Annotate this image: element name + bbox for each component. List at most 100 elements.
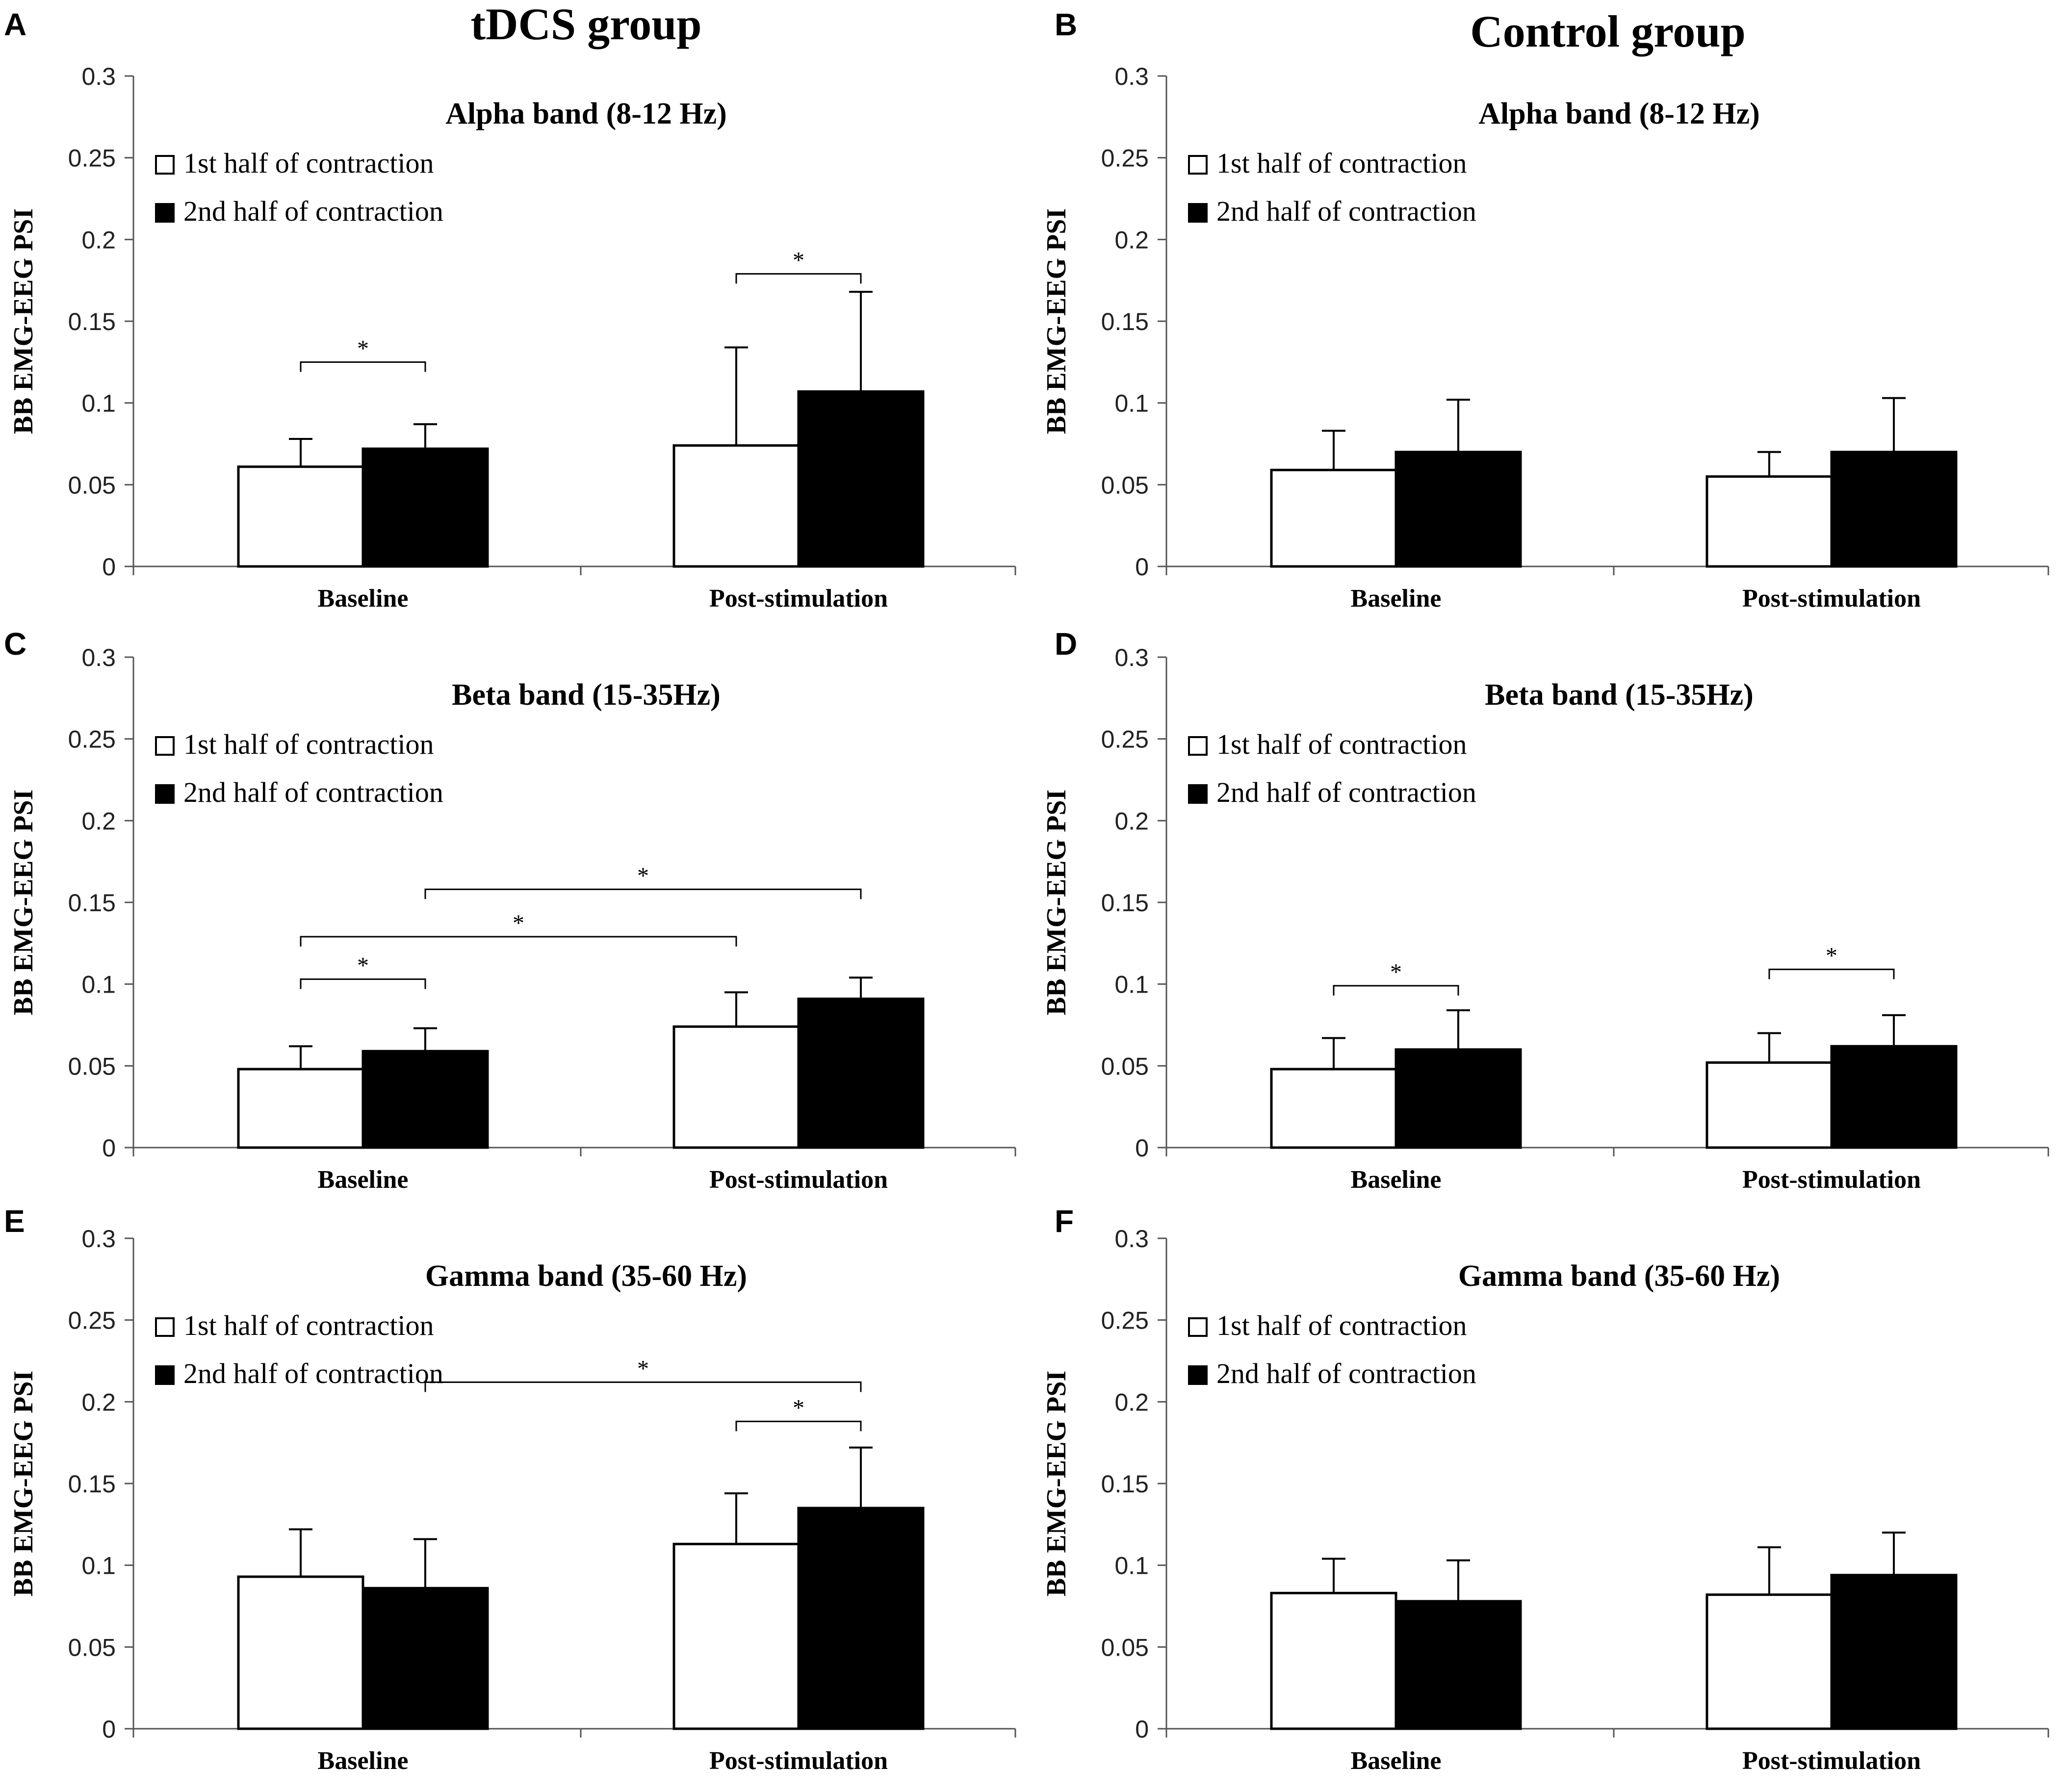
x-tick-label: Post-stimulation [1742, 585, 1921, 613]
significance-star: * [1826, 943, 1837, 969]
legend-label-second-half: 2nd half of contraction [1216, 776, 1476, 808]
panel-letter: D [1055, 626, 1077, 662]
bar-first-half [237, 465, 364, 568]
legend-label-first-half: 1st half of contraction [183, 1309, 434, 1341]
y-tick-label: 0.1 [81, 971, 116, 998]
legend-label-second-half: 2nd half of contraction [183, 1357, 443, 1389]
legend-label-second-half: 2nd half of contraction [1216, 195, 1476, 227]
bar-first-half [672, 1542, 800, 1730]
y-tick-label: 0 [102, 1715, 116, 1743]
bar-first-half [1270, 1591, 1397, 1730]
legend-label-second-half: 2nd half of contraction [183, 776, 443, 808]
bar-first-half [672, 1025, 800, 1149]
bar-first-half [1705, 1061, 1833, 1149]
y-tick-label: 0 [102, 1134, 116, 1162]
y-tick-label: 0.05 [1101, 1634, 1149, 1661]
panel-b: B BB EMG-EEG PSI 0 0.05 0.1 0.15 0.2 0.25 0.3 Bas… [1041, 7, 2049, 613]
y-tick-label: 0.2 [81, 226, 116, 254]
y-tick-label: 0.05 [68, 1052, 116, 1080]
y-tick-label: 0.25 [1101, 145, 1149, 172]
bar-first-half [1270, 468, 1397, 568]
legend-swatch-second-half [1188, 203, 1208, 223]
chart-title: Gamma band (35-60 Hz) [425, 1259, 747, 1293]
y-tick-label: 0 [1135, 553, 1149, 581]
legend-label-first-half: 1st half of contraction [183, 147, 434, 179]
y-tick-label: 0.2 [1114, 226, 1149, 254]
y-tick-label: 0.3 [1114, 644, 1149, 671]
legend-label-second-half: 2nd half of contraction [183, 195, 443, 227]
chart-title: Alpha band (8-12 Hz) [1478, 97, 1760, 130]
y-axis-label: BB EMG-EEG PSI [8, 208, 39, 435]
y-tick-label: 0 [1135, 1134, 1149, 1162]
bar-second-half [362, 1050, 489, 1149]
group-title-tdcs: tDCS group [470, 0, 701, 49]
y-tick-label: 0.3 [81, 1225, 116, 1253]
y-tick-label: 0.15 [68, 1470, 116, 1498]
y-tick-label: 0.3 [1114, 63, 1149, 90]
legend-swatch-second-half [1188, 784, 1208, 804]
significance-bracket [1768, 969, 1895, 979]
y-tick-label: 0.25 [68, 145, 116, 172]
significance-bracket [735, 1420, 862, 1432]
y-tick-label: 0.2 [1114, 1388, 1149, 1416]
y-tick-label: 0.25 [1101, 1307, 1149, 1334]
bar-second-half [797, 998, 925, 1149]
significance-star: * [793, 1395, 804, 1421]
bar-second-half [1395, 1048, 1522, 1149]
chart-title: Beta band (15-35Hz) [1485, 678, 1754, 712]
bar-first-half [1705, 1593, 1833, 1730]
panel-e: E BB EMG-EEG PSI 0 0.05 0.1 0.15 0.2 0.25 0.3 Bas… [4, 1203, 1016, 1775]
y-tick-label: 0 [1135, 1715, 1149, 1743]
y-tick-label: 0.15 [1101, 1470, 1149, 1498]
significance-star: * [357, 335, 369, 361]
y-tick-label: 0.15 [1101, 889, 1149, 917]
chart-title: Beta band (15-35Hz) [452, 678, 721, 712]
legend-swatch-second-half [155, 1365, 175, 1385]
x-tick-label: Baseline [318, 1166, 409, 1194]
y-tick-label: 0.1 [81, 390, 116, 417]
y-tick-label: 0.15 [1101, 308, 1149, 335]
panel-letter: C [4, 626, 26, 662]
panel-d: D BB EMG-EEG PSI 0 0.05 0.1 0.15 0.2 0.25 0.3 Bas… [1041, 626, 2049, 1194]
bar-first-half [1270, 1068, 1397, 1149]
legend-label-second-half: 2nd half of contraction [1216, 1357, 1476, 1389]
significance-star: * [1390, 959, 1402, 985]
y-tick-label: 0.1 [1114, 971, 1149, 998]
significance-bracket [1333, 985, 1459, 996]
y-tick-label: 0.05 [68, 471, 116, 499]
x-tick-label: Post-stimulation [1742, 1166, 1921, 1194]
y-tick-label: 0.1 [81, 1552, 116, 1580]
bar-first-half [237, 1575, 364, 1730]
bar-second-half [1830, 1045, 1958, 1149]
significance-bracket [300, 978, 426, 989]
x-tick-label: Baseline [318, 585, 409, 613]
bar-second-half [362, 1587, 489, 1730]
y-tick-label: 0.25 [68, 726, 116, 753]
legend-swatch-second-half [155, 203, 175, 223]
x-tick-label: Post-stimulation [709, 1747, 888, 1775]
significance-bracket [735, 273, 862, 284]
panel-letter: E [4, 1203, 25, 1239]
significance-bracket [300, 936, 737, 947]
x-tick-label: Post-stimulation [709, 1166, 888, 1194]
y-tick-label: 0.2 [81, 807, 116, 835]
y-tick-label: 0.1 [1114, 390, 1149, 417]
panel-letter: B [1055, 7, 1077, 42]
y-tick-label: 0.15 [68, 889, 116, 917]
chart-title: Alpha band (8-12 Hz) [445, 97, 727, 130]
y-axis-label: BB EMG-EEG PSI [8, 1371, 39, 1597]
y-tick-label: 0.2 [81, 1388, 116, 1416]
bar-second-half [797, 390, 925, 568]
bar-second-half [1395, 451, 1522, 568]
panel-a: A BB EMG-EEG PSI 0 0.05 0.1 0.15 0.2 0.25 0.3 Bas… [4, 7, 1016, 613]
legend-swatch-first-half [1188, 155, 1208, 175]
panel-c: C BB EMG-EEG PSI 0 0.05 0.1 0.15 0.2 0.25 0.3 Bas… [4, 626, 1016, 1194]
legend-swatch-first-half [155, 736, 175, 756]
bar-first-half [237, 1068, 364, 1149]
y-tick-label: 0.05 [68, 1634, 116, 1661]
panels: A BB EMG-EEG PSI 0 0.05 0.1 0.15 0.2 0.25 0.3 Bas… [4, 7, 2049, 1775]
y-tick-label: 0.25 [1101, 726, 1149, 753]
y-tick-label: 0.05 [1101, 471, 1149, 499]
legend-label-first-half: 1st half of contraction [1216, 147, 1467, 179]
